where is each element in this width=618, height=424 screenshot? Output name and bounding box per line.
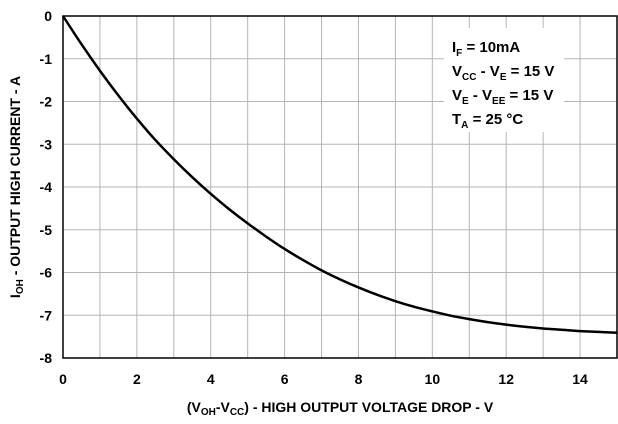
annotation-line: TA = 25 °C <box>452 111 523 131</box>
x-tick-label: 8 <box>355 371 363 387</box>
plot-frame <box>62 15 618 359</box>
y-tick-label: -2 <box>40 94 53 110</box>
x-axis-title: (VOH-VCC) - HIGH OUTPUT VOLTAGE DROP - V <box>187 399 494 418</box>
y-axis-title: IOH - OUTPUT HIGH CURRENT - A <box>7 76 26 298</box>
y-tick-label: -4 <box>40 179 53 195</box>
y-ticks: 0 -1 -2 -3 -4 -5 -6 -7 -8 <box>40 8 53 366</box>
x-tick-label: 4 <box>207 371 215 387</box>
y-tick-label: 0 <box>44 8 52 24</box>
x-tick-label: 12 <box>498 371 514 387</box>
y-tick-label: -1 <box>40 51 53 67</box>
annotation-line: VE - VEE = 15 V <box>452 87 553 107</box>
x-tick-label: 14 <box>572 371 588 387</box>
annotation-line: VCC - VE = 15 V <box>452 63 554 83</box>
annotations: IF = 10mA VCC - VE = 15 V VE - VEE = 15 V T… <box>452 39 554 131</box>
y-tick-label: -3 <box>40 136 53 152</box>
x-tick-label: 2 <box>133 371 141 387</box>
series-layer <box>61 15 618 335</box>
series-line <box>61 15 618 335</box>
x-tick-label: 0 <box>59 371 67 387</box>
y-tick-label: -5 <box>40 222 53 238</box>
annotation-line: IF = 10mA <box>452 39 520 59</box>
x-ticks: 0 2 4 6 8 10 12 14 <box>59 371 588 387</box>
y-tick-label: -8 <box>40 350 53 366</box>
y-tick-label: -6 <box>40 265 53 281</box>
y-tick-label: -7 <box>40 307 53 323</box>
x-tick-label: 6 <box>281 371 289 387</box>
annotation-box <box>444 28 564 132</box>
x-tick-label: 10 <box>425 371 441 387</box>
